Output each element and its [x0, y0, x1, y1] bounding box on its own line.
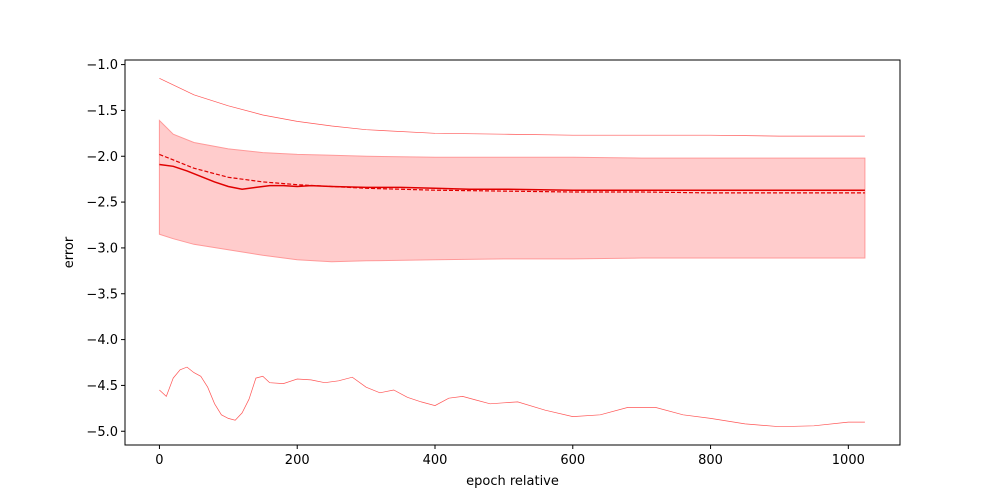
x-axis-label: epoch relative [466, 474, 559, 489]
y-axis-label: error [62, 236, 77, 268]
y-tick-label: −4.5 [86, 379, 118, 394]
x-tick-label: 600 [560, 453, 585, 468]
bound-line-4 [159, 366, 865, 428]
y-tick-label: −4.0 [86, 333, 118, 348]
y-tick-label: −5.0 [86, 425, 118, 440]
x-tick-label: 0 [155, 453, 163, 468]
y-tick-label: −3.0 [86, 241, 118, 256]
y-tick-label: −1.0 [86, 58, 118, 73]
y-tick-label: −2.5 [86, 196, 118, 211]
y-tick-label: −3.5 [86, 287, 118, 302]
y-tick-label: −2.0 [86, 150, 118, 165]
x-tick-label: 800 [698, 453, 723, 468]
lines-layer [159, 77, 865, 428]
x-axis-ticks: 0 200 400 600 800 1000 [155, 445, 865, 468]
mean-line [159, 163, 865, 191]
dashed-line [159, 153, 865, 194]
x-tick-label: 400 [423, 453, 448, 468]
x-tick-label: 200 [285, 453, 310, 468]
y-axis-ticks: −1.0 −1.5 −2.0 −2.5 −3.0 −3.5 −4.0 −4.5 −5.0 [86, 58, 125, 440]
y-tick-label: −1.5 [86, 104, 118, 119]
x-tick-label: 1000 [832, 453, 865, 468]
bound-line-3 [159, 77, 865, 137]
axes-frame [124, 59, 901, 446]
